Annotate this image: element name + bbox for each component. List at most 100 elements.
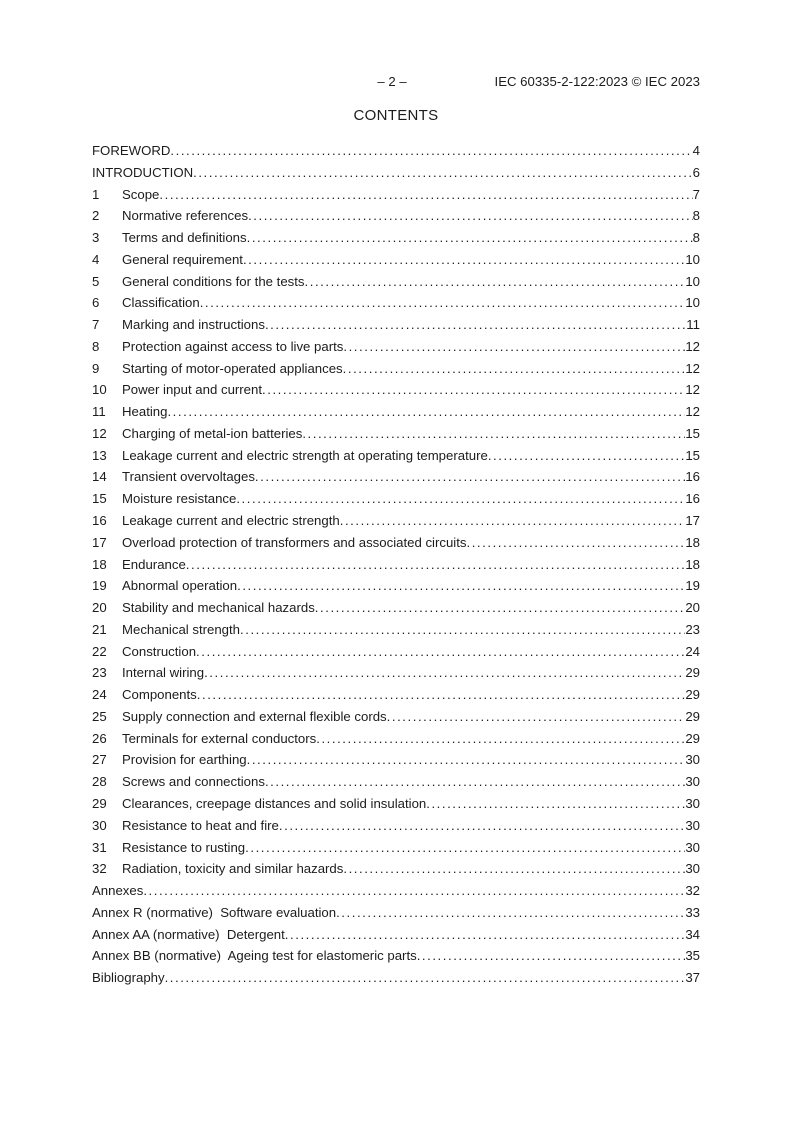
toc-entry-page: 35: [685, 948, 700, 964]
toc-leader-dots: [302, 426, 685, 441]
toc-entry: 23 Internal wiring 29: [92, 665, 700, 687]
toc-entry-title: Construction: [122, 643, 197, 659]
toc-entry-number: 23: [92, 665, 107, 681]
toc-entry-title: Endurance: [122, 556, 186, 572]
toc-entry-number: 5: [92, 273, 100, 289]
toc-entry-page: 11: [686, 317, 700, 333]
toc-entry-page: 10: [685, 251, 700, 267]
toc-entry-title: Internal wiring: [122, 665, 205, 681]
toc-leader-dots: [197, 687, 686, 702]
toc-entry: 15 Moisture resistance 16: [92, 491, 700, 513]
toc-entry-title: Resistance to heat and fire: [122, 817, 279, 833]
toc-entry-page: 18: [685, 556, 700, 572]
toc-entry-page: 18: [685, 534, 700, 550]
toc-list: FOREWORD 4 INTRODUCTION 6 1 Scope 7 2 No…: [92, 143, 700, 992]
toc-entry: 24 Components 29: [92, 687, 700, 709]
toc-entry-page: 16: [685, 491, 700, 507]
toc-leader-dots: [387, 709, 686, 724]
toc-entry-title: Annex AA (normative) Detergent: [92, 926, 285, 942]
toc-entry-title: Heating: [122, 404, 168, 420]
toc-entry: Annex AA (normative) Detergent 34: [92, 927, 700, 949]
toc-entry-number: 16: [92, 513, 107, 529]
toc-entry: 11 Heating 12: [92, 404, 700, 426]
toc-entry: 3 Terms and definitions 8: [92, 230, 700, 252]
toc-entry: 25 Supply connection and external flexib…: [92, 709, 700, 731]
toc-entry-page: 37: [685, 970, 700, 986]
toc-entry-title: Terminals for external conductors: [122, 730, 317, 746]
toc-entry-title: Annexes: [92, 883, 144, 899]
toc-leader-dots: [193, 165, 693, 180]
toc-leader-dots: [186, 557, 686, 572]
toc-entry-number: 19: [92, 578, 107, 594]
page-header: – 2 – IEC 60335-2-122:2023 © IEC 2023: [92, 74, 700, 91]
toc-entry: 8 Protection against access to live part…: [92, 339, 700, 361]
toc-leader-dots: [336, 905, 685, 920]
toc-leader-dots: [196, 644, 685, 659]
toc-entry-page: 15: [685, 425, 700, 441]
toc-entry: 6 Classification 10: [92, 295, 700, 317]
toc-entry-page: 15: [685, 447, 700, 463]
toc-entry-title: Annex BB (normative) Ageing test for ela…: [92, 948, 417, 964]
toc-entry-number: 10: [92, 382, 107, 398]
toc-leader-dots: [417, 948, 686, 963]
toc-entry-title: Bibliography: [92, 970, 165, 986]
toc-entry-page: 30: [685, 795, 700, 811]
toc-entry-page: 30: [685, 774, 700, 790]
toc-entry: Annex BB (normative) Ageing test for ela…: [92, 948, 700, 970]
toc-entry-page: 30: [685, 839, 700, 855]
page-number-label: – 2 –: [377, 74, 407, 89]
toc-leader-dots: [305, 274, 686, 289]
toc-entry-number: 2: [92, 208, 100, 224]
toc-entry-number: 29: [92, 795, 107, 811]
toc-entry-number: 26: [92, 730, 107, 746]
toc-entry-number: 27: [92, 752, 107, 768]
toc-entry-number: 21: [92, 621, 107, 637]
toc-entry-title: Radiation, toxicity and similar hazards: [122, 861, 344, 877]
toc-entry: FOREWORD 4: [92, 143, 700, 165]
toc-entry-number: 11: [92, 404, 106, 420]
toc-entry-title: Marking and instructions: [122, 317, 265, 333]
toc-leader-dots: [340, 513, 686, 528]
toc-entry-page: 12: [685, 382, 700, 398]
toc-leader-dots: [315, 600, 686, 615]
toc-entry-number: 15: [92, 491, 107, 507]
toc-entry-page: 16: [685, 469, 700, 485]
toc-entry: 27 Provision for earthing 30: [92, 752, 700, 774]
toc-entry-title: Power input and current: [122, 382, 263, 398]
toc-entry-page: 12: [685, 360, 700, 376]
toc-leader-dots: [245, 840, 685, 855]
toc-entry-page: 17: [685, 513, 700, 529]
toc-entry-title: General requirement: [122, 251, 243, 267]
toc-entry: 13 Leakage current and electric strength…: [92, 448, 700, 470]
toc-entry-number: 14: [92, 469, 107, 485]
toc-entry-title: Stability and mechanical hazards: [122, 600, 315, 616]
toc-leader-dots: [265, 774, 685, 789]
toc-entry-number: 9: [92, 360, 100, 376]
toc-leader-dots: [237, 578, 685, 593]
toc-entry: 18 Endurance 18: [92, 557, 700, 579]
toc-entry: 7 Marking and instructions 11: [92, 317, 700, 339]
toc-entry-number: 12: [92, 425, 107, 441]
toc-entry-page: 24: [685, 643, 700, 659]
toc-leader-dots: [167, 404, 685, 419]
toc-leader-dots: [343, 361, 686, 376]
toc-leader-dots: [159, 187, 692, 202]
toc-entry-page: 12: [685, 338, 700, 354]
toc-leader-dots: [467, 535, 686, 550]
toc-entry: 4 General requirement 10: [92, 252, 700, 274]
toc-entry-title: INTRODUCTION: [92, 164, 194, 180]
toc-entry-title: Resistance to rusting: [122, 839, 246, 855]
toc-entry-title: Charging of metal-ion batteries: [122, 425, 303, 441]
toc-leader-dots: [316, 731, 685, 746]
page-title: CONTENTS: [353, 107, 439, 124]
toc-leader-dots: [204, 665, 685, 680]
toc-entry-title: Clearances, creepage distances and solid…: [122, 795, 427, 811]
toc-entry-page: 10: [685, 273, 700, 289]
toc-entry-page: 29: [685, 687, 700, 703]
toc-entry-number: 20: [92, 600, 107, 616]
toc-entry: 5 General conditions for the tests 10: [92, 274, 700, 296]
toc-entry-title: Leakage current and electric strength: [122, 513, 340, 529]
toc-entry-title: Leakage current and electric strength at…: [122, 447, 488, 463]
toc-leader-dots: [143, 883, 685, 898]
toc-entry-page: 4: [692, 143, 700, 158]
